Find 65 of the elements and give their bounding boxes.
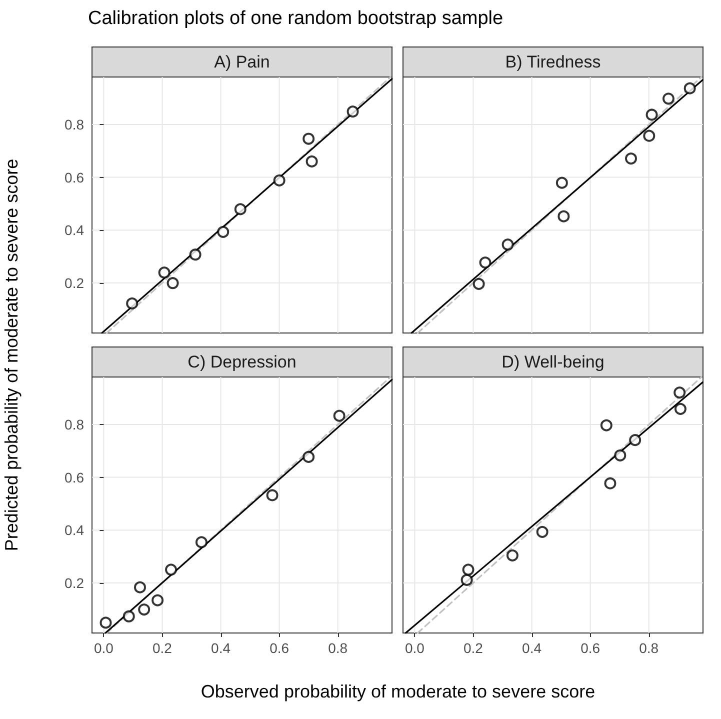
x-tick-label: 0.0 — [94, 640, 114, 656]
chart-title: B) Tiredness — [505, 52, 601, 72]
x-tick-label: 0.6 — [580, 640, 600, 656]
point — [273, 174, 286, 186]
point — [600, 419, 612, 432]
point — [306, 155, 318, 168]
point — [643, 130, 656, 142]
point — [302, 132, 315, 145]
point — [674, 386, 686, 399]
x-tick-label: 0.0 — [404, 640, 425, 656]
point — [166, 277, 179, 290]
x-tick-label: 0.4 — [522, 640, 542, 656]
point — [506, 549, 518, 562]
chart-title: C) Depression — [188, 352, 296, 372]
point — [152, 594, 164, 606]
y-tick-label: 0.6 — [64, 469, 84, 486]
point — [629, 434, 642, 446]
point — [536, 526, 548, 538]
y-tick-label: 0.2 — [64, 274, 84, 291]
point — [134, 581, 146, 594]
x-tick-label: 0.2 — [464, 640, 484, 656]
point — [460, 574, 473, 586]
point — [234, 203, 246, 216]
x-tick-label: 0.2 — [152, 640, 172, 656]
point — [502, 238, 514, 251]
point — [614, 449, 626, 462]
point — [158, 266, 170, 279]
chart-title: D) Well-being — [502, 352, 604, 372]
point — [462, 564, 474, 576]
x-tick-label: 0.4 — [211, 640, 231, 656]
point — [165, 564, 178, 576]
point — [558, 210, 570, 222]
point — [217, 226, 230, 238]
y-tick-label: 0.4 — [64, 222, 84, 238]
y-tick-label: 0.8 — [64, 416, 84, 433]
y-tick-label: 0.6 — [64, 169, 84, 186]
point — [333, 410, 346, 422]
point — [684, 82, 696, 94]
x-tick-label: 0.6 — [270, 640, 290, 656]
point — [556, 176, 568, 189]
x-tick-label: 0.8 — [639, 640, 659, 656]
x-tick-label: 0.8 — [328, 640, 348, 656]
text: Calibration plots of one random bootstrap sample — [88, 8, 504, 30]
point — [662, 92, 674, 105]
chart-title: A) Pain — [214, 52, 270, 72]
y-tick-label: 0.8 — [64, 116, 84, 133]
y-axis-title: Predicted probability of moderate to severe score — [2, 158, 22, 552]
point — [138, 604, 150, 616]
point — [122, 610, 135, 622]
point — [479, 256, 492, 269]
x-axis-title: Observed probability of moderate to severe score — [200, 682, 596, 702]
point — [625, 152, 637, 165]
point — [100, 616, 112, 629]
point — [346, 106, 359, 118]
y-tick-label: 0.4 — [64, 522, 84, 538]
point — [302, 450, 315, 463]
point — [266, 489, 278, 502]
point — [604, 477, 616, 490]
point — [189, 248, 202, 261]
point — [195, 536, 208, 548]
point — [126, 297, 138, 310]
y-tick-label: 0.2 — [64, 574, 84, 591]
point — [646, 108, 658, 121]
point — [472, 278, 485, 290]
point — [674, 402, 686, 415]
